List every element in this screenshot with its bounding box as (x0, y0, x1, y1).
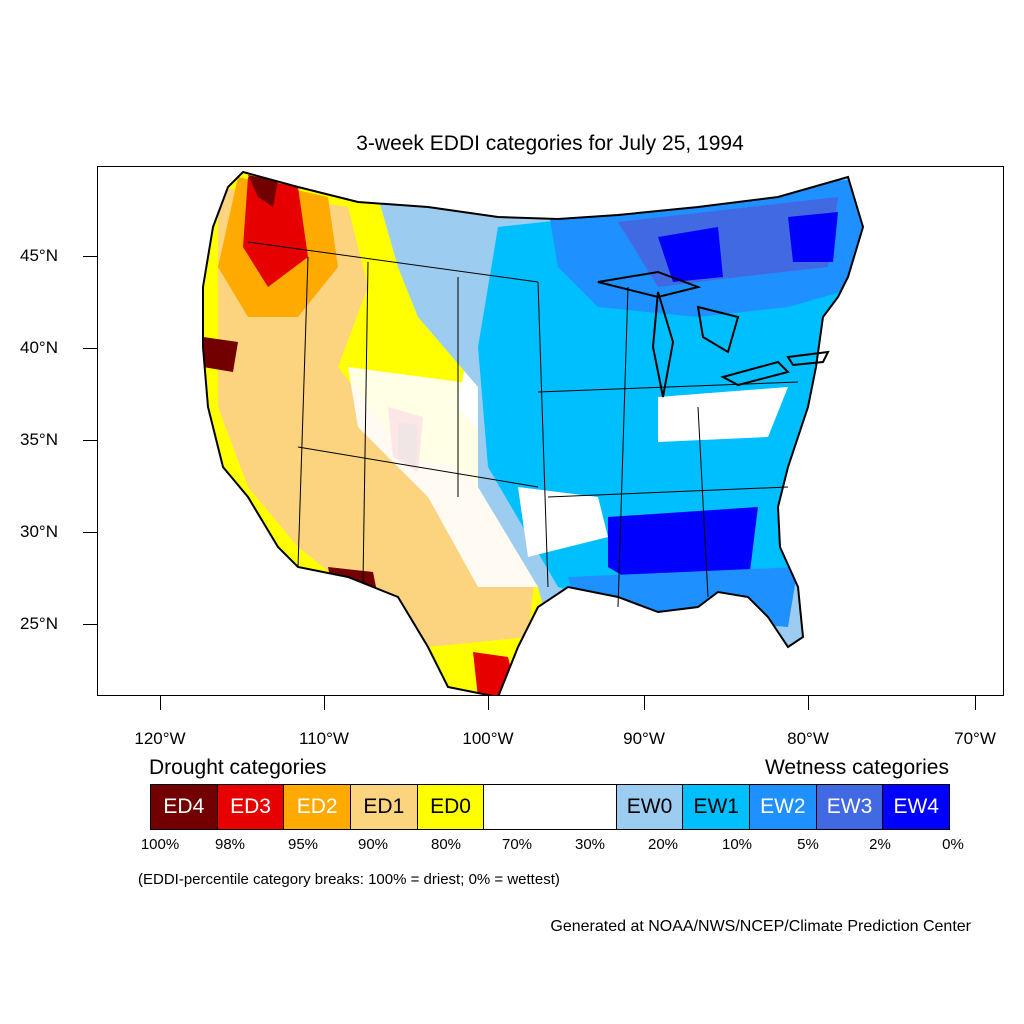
break-label: 10% (721, 836, 753, 853)
lat-label: 30°N (20, 522, 58, 541)
lon-tick (160, 696, 161, 710)
legend-box: ED4 (151, 785, 218, 829)
lat-label: 25°N (20, 614, 58, 633)
lat-tick (83, 348, 97, 349)
break-label: 70% (501, 836, 533, 853)
lon-tick (975, 696, 976, 710)
lon-label: 70°W (954, 729, 996, 748)
lat-tick (83, 532, 97, 533)
legend-box: EW2 (750, 785, 817, 829)
legend-label: ED0 (430, 795, 471, 818)
break-label: 98% (214, 836, 246, 853)
legend-label: ED4 (163, 795, 205, 818)
lon-tick (808, 696, 809, 710)
legend-label: ED1 (363, 795, 405, 818)
lon-tick (644, 696, 645, 710)
legend-label: EW4 (893, 795, 939, 818)
legend-label: ED2 (296, 795, 338, 818)
credit-line: Generated at NOAA/NWS/NCEP/Climate Predi… (550, 918, 971, 935)
break-label: 2% (869, 836, 891, 853)
legend-box: EW0 (616, 785, 684, 829)
break-label: 100% (140, 836, 180, 853)
lat-tick (83, 440, 97, 441)
legend-label: EW2 (760, 795, 806, 818)
map-canvas (202, 170, 865, 695)
lon-label: 80°W (787, 729, 829, 748)
lon-label: 120°W (134, 729, 186, 748)
break-label: 90% (357, 836, 389, 853)
legend-box: EW3 (816, 785, 884, 829)
break-label: 20% (647, 836, 679, 853)
lon-tick (488, 696, 489, 710)
legend-box: ED2 (284, 785, 352, 829)
legend-box: ED0 (417, 785, 485, 829)
legend-box (484, 785, 617, 829)
lat-tick (83, 624, 97, 625)
break-label: 80% (430, 836, 462, 853)
break-label: 95% (287, 836, 319, 853)
legend-bar: ED4 ED3 ED2 ED1 ED0 EW0 EW1 EW2 EW3 EW4 (150, 784, 950, 830)
break-label: 5% (797, 836, 819, 853)
lat-label: 40°N (20, 338, 58, 357)
break-label: 0% (942, 836, 964, 853)
map-title: 3-week EDDI categories for July 25, 1994 (356, 132, 744, 155)
lon-label: 110°W (299, 729, 349, 748)
legend-box: EW1 (683, 785, 751, 829)
legend-box: ED1 (351, 785, 418, 829)
lon-label: 90°W (623, 729, 665, 748)
category-note: (EDDI-percentile category breaks: 100% =… (138, 871, 560, 888)
drought-heading: Drought categories (149, 756, 327, 779)
legend-label: EW0 (626, 795, 673, 818)
eddi-map (97, 166, 1004, 696)
legend-box: ED3 (217, 785, 285, 829)
lon-tick (324, 696, 325, 710)
legend-label: EW1 (693, 795, 739, 818)
legend-label: EW3 (826, 795, 873, 818)
legend-box: EW4 (883, 785, 950, 829)
legend-label: ED3 (230, 795, 271, 818)
lon-label: 100°W (462, 729, 514, 748)
lat-label: 35°N (20, 430, 58, 449)
lat-label: 45°N (20, 246, 58, 265)
wetness-heading: Wetness categories (764, 756, 949, 779)
break-label: 30% (574, 836, 606, 853)
lat-tick (83, 256, 97, 257)
